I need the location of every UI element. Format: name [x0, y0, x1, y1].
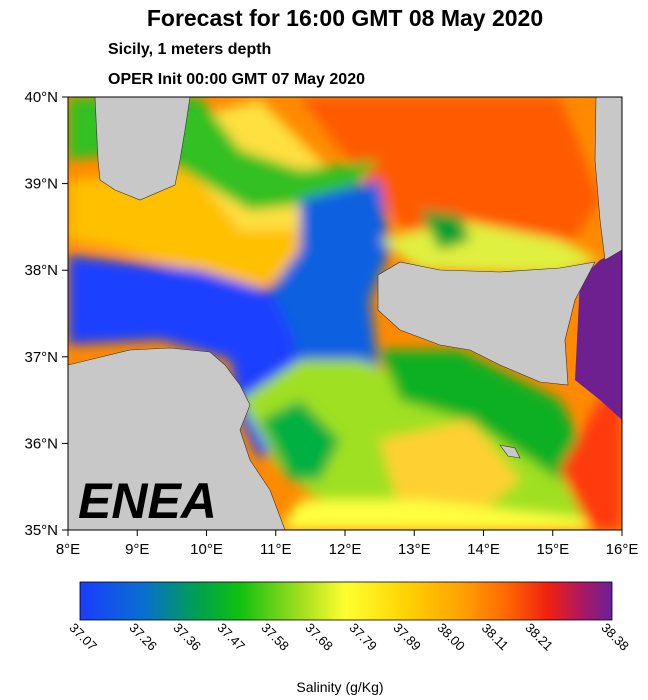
colorbar-label: 37.26 [126, 620, 160, 654]
map-field: ENEA [68, 97, 622, 530]
lat-label: 40°N [24, 89, 58, 106]
colorbar-label: 38.00 [434, 620, 468, 654]
lat-label: 35°N [24, 522, 58, 539]
init-time: OPER Init 00:00 GMT 07 May 2020 [108, 71, 365, 88]
colorbar-label: 37.89 [390, 620, 424, 654]
lon-label: 14°E [467, 541, 500, 558]
subtitle: Sicily, 1 meters depth [108, 41, 271, 58]
lon-label: 13°E [398, 541, 431, 558]
colorbar-label: 38.38 [598, 620, 632, 654]
lon-label: 8°E [56, 541, 80, 558]
colorbar-label: 38.21 [522, 620, 556, 654]
colorbar-label: 37.68 [302, 620, 336, 654]
colorbar-label: 37.36 [170, 620, 204, 654]
lon-label: 16°E [606, 541, 639, 558]
lat-label: 38°N [24, 262, 58, 279]
lat-label: 37°N [24, 349, 58, 366]
colorbar-title: Salinity (g/Kg) [296, 679, 383, 695]
logo: ENEA [78, 473, 217, 529]
lon-label: 10°E [190, 541, 223, 558]
lat-label: 39°N [24, 176, 58, 193]
land [68, 97, 622, 530]
lat-label: 36°N [24, 435, 58, 452]
lon-label: 15°E [536, 541, 569, 558]
colorbar-label: 37.79 [346, 620, 380, 654]
purple-water [575, 250, 622, 420]
colorbar-label: 37.07 [66, 620, 100, 654]
lon-label: 9°E [125, 541, 149, 558]
lon-label: 12°E [329, 541, 362, 558]
colorbar-label: 37.58 [258, 620, 292, 654]
colorbar-label: 37.47 [214, 620, 248, 654]
title: Forecast for 16:00 GMT 08 May 2020 [147, 5, 543, 31]
colorbar [79, 581, 613, 621]
colorbar-label: 38.11 [479, 620, 512, 653]
lon-label: 11°E [260, 541, 292, 558]
